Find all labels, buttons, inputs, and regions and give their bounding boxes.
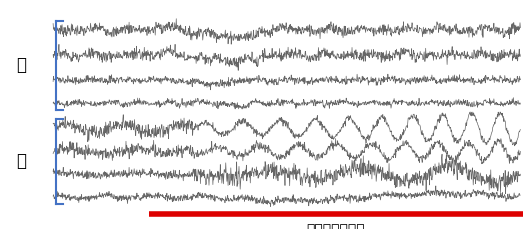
Text: 左: 左 — [16, 56, 26, 74]
Text: てんかん発作中: てんかん発作中 — [306, 223, 365, 229]
Text: 右: 右 — [16, 153, 26, 170]
